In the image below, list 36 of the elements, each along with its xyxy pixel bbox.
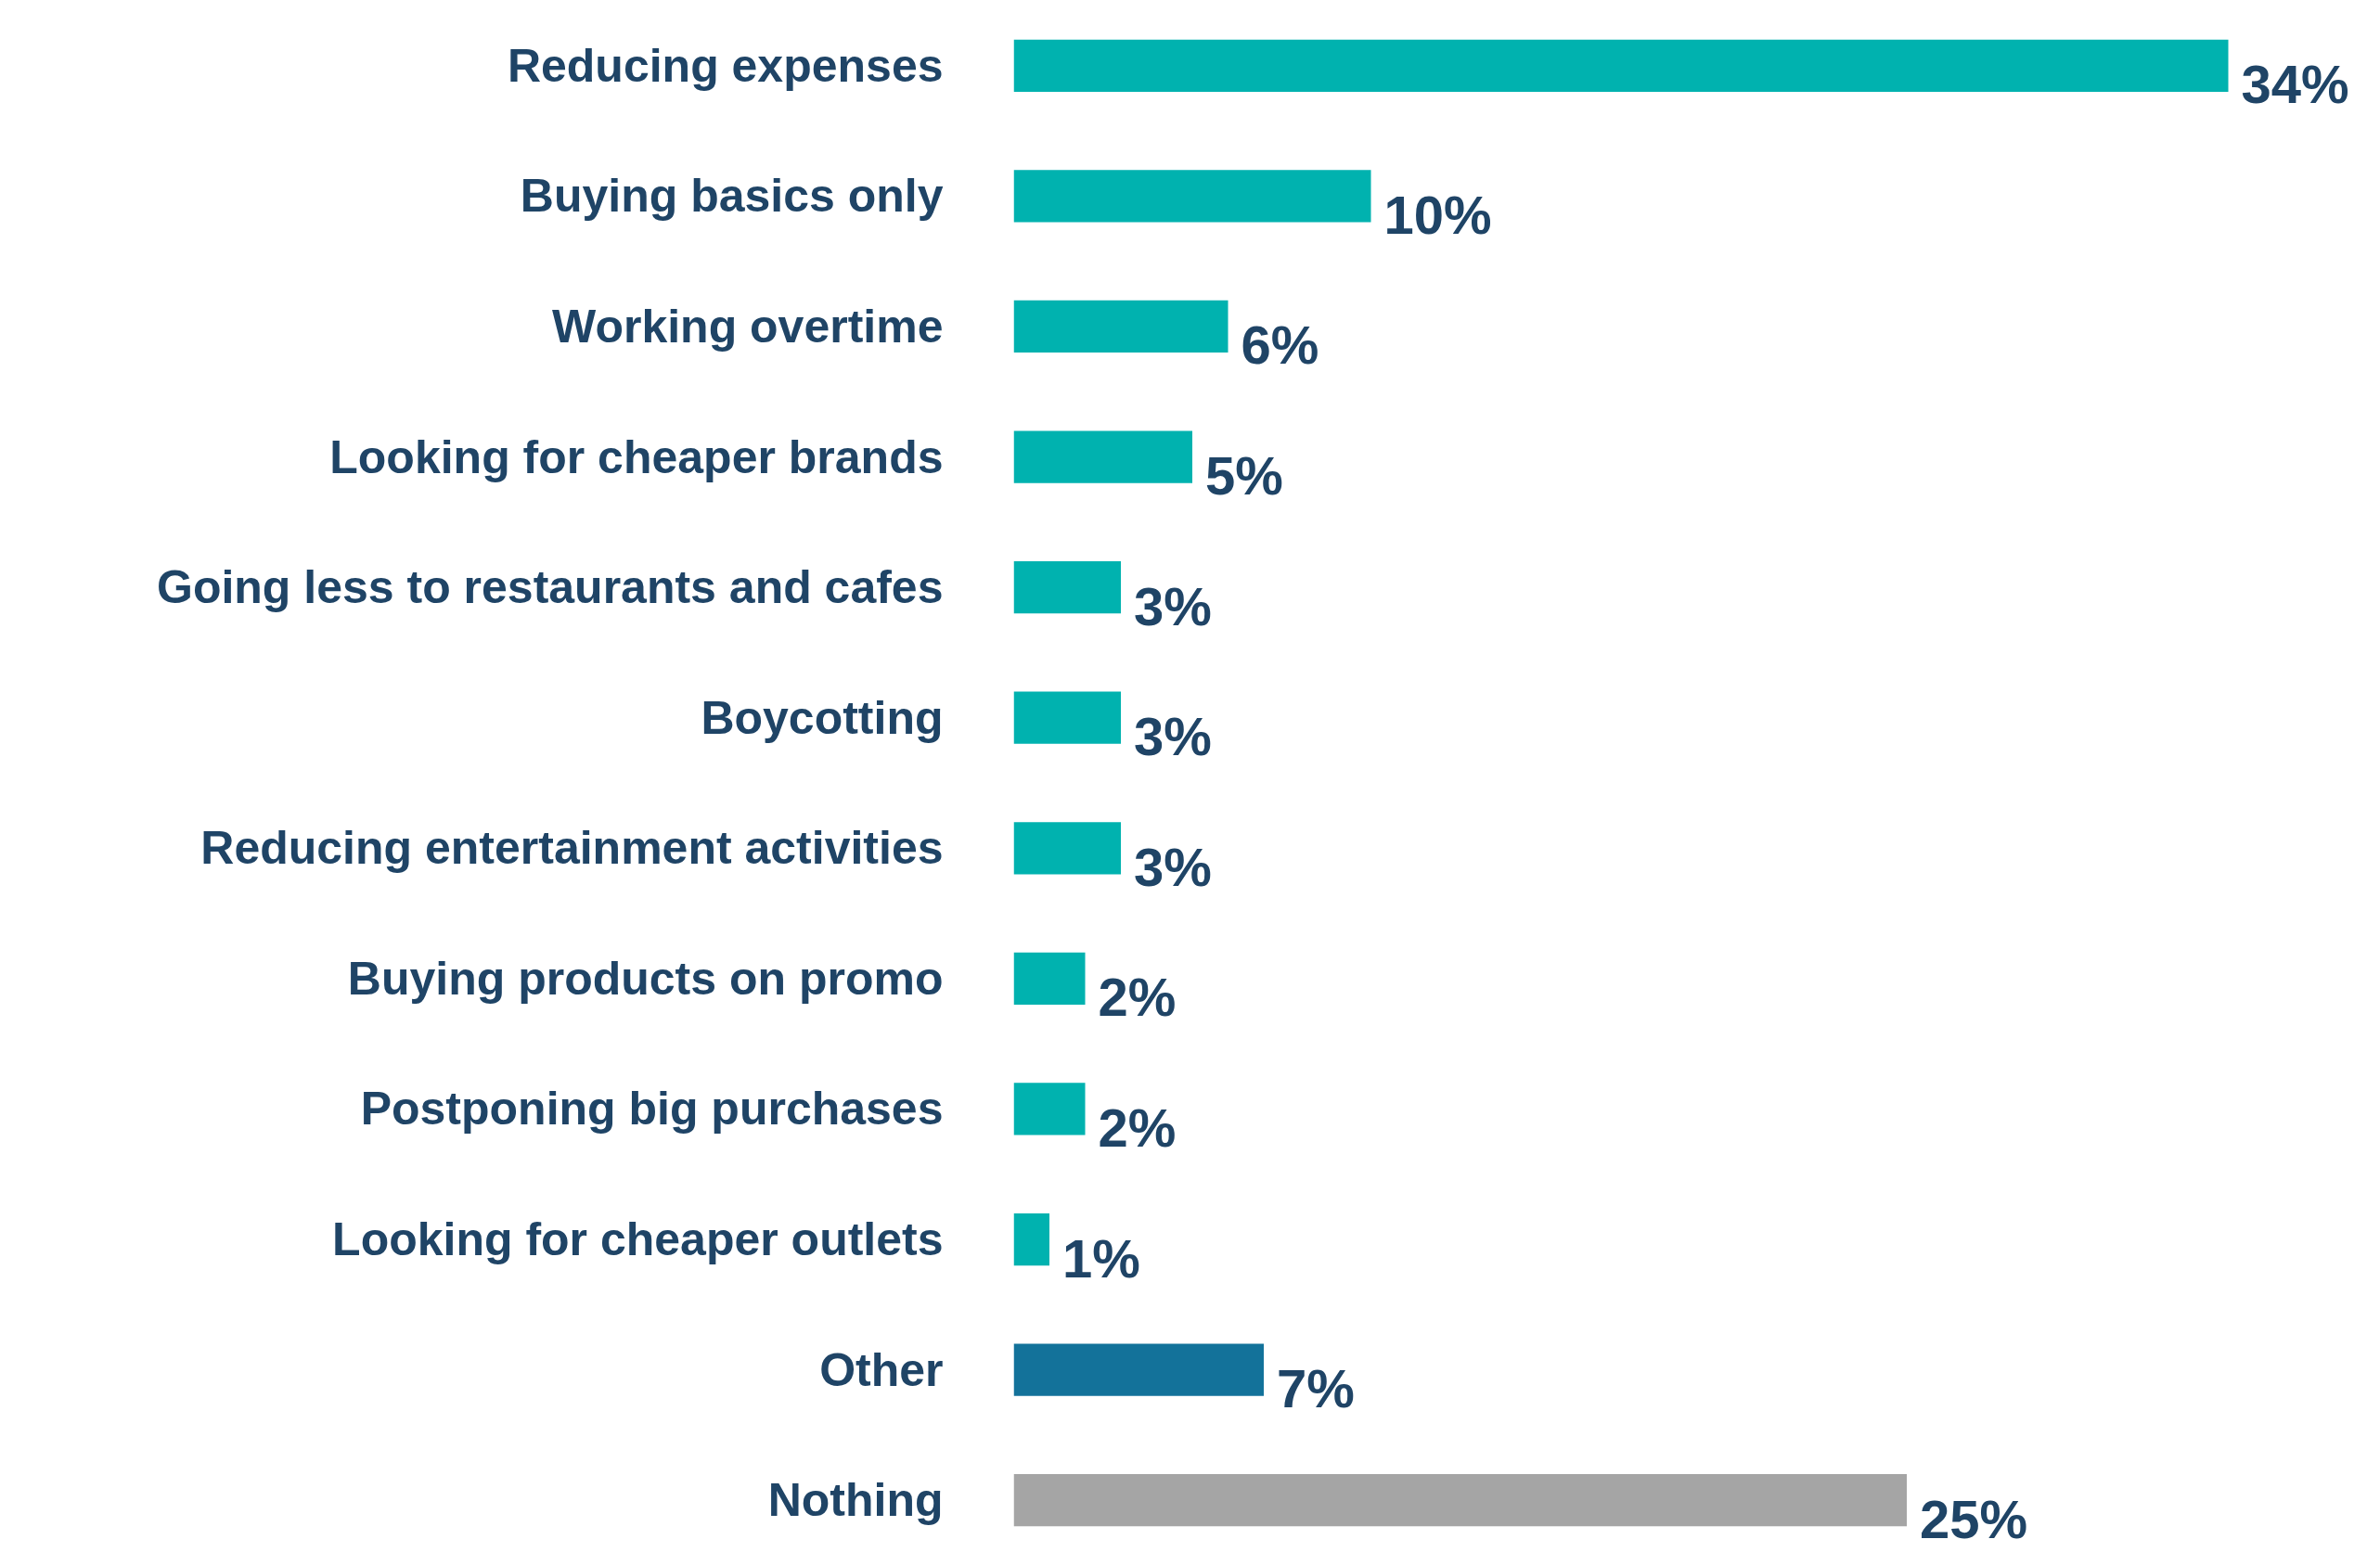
y-tick-label: Buying products on promo [347, 952, 944, 1005]
bar [1013, 822, 1121, 875]
bar [1013, 300, 1229, 353]
data-label: 1% [1062, 1227, 1140, 1289]
y-tick-label: Reducing expenses [507, 39, 944, 92]
y-tick-label: Reducing entertainment activities [200, 822, 944, 875]
data-label: 6% [1241, 314, 1319, 376]
y-tick-label: Going less to restaurants and cafes [157, 561, 944, 614]
data-label: 3% [1134, 706, 1212, 767]
y-tick-label: Postponing big purchases [360, 1083, 944, 1135]
bar [1013, 1083, 1086, 1135]
y-tick-label: Working overtime [552, 300, 944, 353]
bar [1013, 39, 2229, 92]
data-label: 2% [1098, 967, 1177, 1028]
data-label: 5% [1205, 445, 1283, 507]
bar [1013, 952, 1086, 1005]
bar [1013, 1474, 1908, 1527]
bar [1013, 1343, 1264, 1396]
y-tick-label: Other [819, 1343, 944, 1396]
bar [1013, 430, 1192, 483]
data-label: 3% [1134, 575, 1212, 636]
y-tick-label: Nothing [767, 1474, 944, 1527]
data-label: 34% [2241, 54, 2349, 115]
data-label: 10% [1383, 184, 1492, 245]
bar [1013, 691, 1121, 744]
y-tick-label: Looking for cheaper brands [329, 430, 944, 483]
y-tick-label: Looking for cheaper outlets [332, 1213, 944, 1266]
y-tick-label: Boycotting [701, 691, 944, 744]
bar [1013, 561, 1121, 614]
bar [1013, 1212, 1049, 1266]
data-label: 3% [1134, 836, 1212, 897]
data-label: 2% [1098, 1097, 1177, 1158]
data-label: 7% [1277, 1358, 1355, 1419]
data-label: 25% [1920, 1488, 2028, 1549]
y-tick-label: Buying basics only [520, 170, 944, 223]
bar [1013, 170, 1371, 223]
